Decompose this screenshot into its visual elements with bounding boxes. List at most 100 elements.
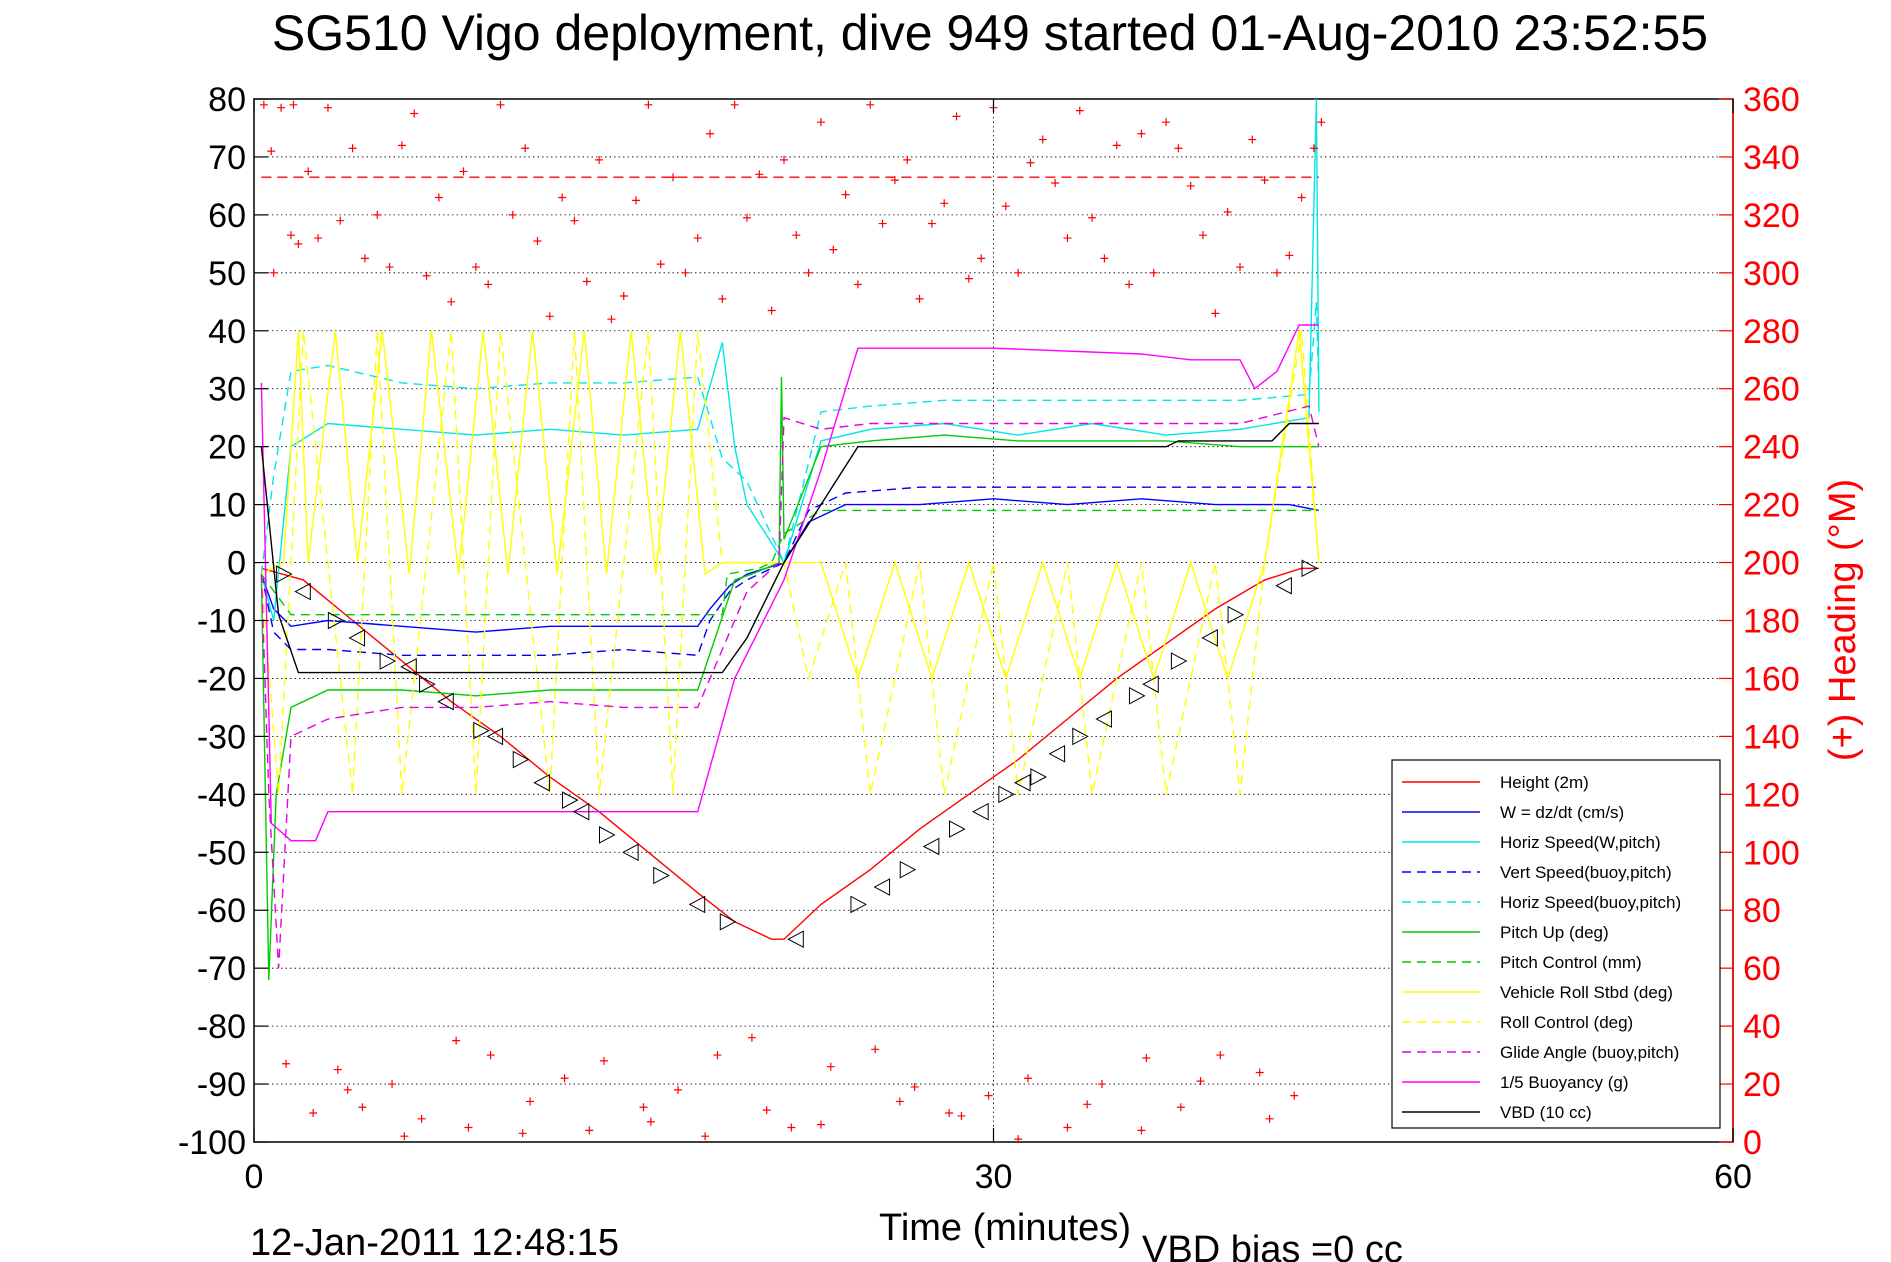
series-line-10 <box>260 324 1319 842</box>
heading-point <box>533 236 542 245</box>
ballast-marker <box>1227 605 1245 624</box>
heading-point <box>1051 179 1060 188</box>
heading-point <box>656 260 665 269</box>
heading-point <box>286 231 295 240</box>
right-tick-label: 20 <box>1743 1066 1781 1104</box>
legend-label-7: Vehicle Roll Stbd (deg) <box>1500 983 1673 1002</box>
heading-point <box>927 219 936 228</box>
right-tick-label: 40 <box>1743 1008 1781 1046</box>
left-tick-label: 80 <box>208 81 246 119</box>
heading-point <box>484 280 493 289</box>
heading-point <box>816 118 825 127</box>
heading-point <box>518 1129 527 1138</box>
heading-point <box>1285 251 1294 260</box>
heading-point <box>747 1033 756 1042</box>
heading-point <box>508 210 517 219</box>
legend-label-5: Pitch Up (deg) <box>1500 923 1609 942</box>
right-tick-label: 300 <box>1743 255 1800 293</box>
heading-point <box>282 1059 291 1068</box>
heading-point <box>452 1036 461 1045</box>
ballast-marker <box>473 721 490 740</box>
right-axis-ticks: 3603403203002802602402202001801601401201… <box>1719 81 1800 1162</box>
heading-point <box>585 1126 594 1135</box>
heading-point <box>644 100 653 109</box>
ballast-marker <box>348 629 366 647</box>
ballast-marker <box>512 750 530 769</box>
x-tick-label: 60 <box>1714 1158 1752 1196</box>
heading-point <box>1024 1074 1033 1083</box>
x-axis-label: Time (minutes) <box>879 1207 1131 1249</box>
heading-point <box>343 1085 352 1094</box>
right-tick-label: 180 <box>1743 603 1800 641</box>
left-tick-label: 0 <box>227 545 246 583</box>
heading-point <box>1186 181 1195 190</box>
legend-label-6: Pitch Control (mm) <box>1500 953 1642 972</box>
ballast-marker <box>327 611 345 630</box>
heading-point <box>1176 1103 1185 1112</box>
legend-label-8: Roll Control (deg) <box>1500 1013 1633 1032</box>
heading-point <box>422 271 431 280</box>
heading-point <box>743 213 751 222</box>
heading-point <box>1236 263 1244 272</box>
heading-point <box>718 294 727 303</box>
heading-point <box>496 100 505 109</box>
heading-point <box>358 1103 367 1112</box>
left-tick-label: -80 <box>197 1008 246 1046</box>
heading-point <box>895 1097 904 1106</box>
left-axis-ticks: 80 70 60 50 40 30 20 10 0 -10 -20 -30 -40 -50 -60 -70 -8… <box>178 81 268 1162</box>
heading-point <box>940 199 949 208</box>
heading-point <box>595 155 604 164</box>
heading-point <box>582 277 591 286</box>
ballast-marker <box>1142 675 1159 694</box>
heading-point <box>526 1097 535 1106</box>
ballast-marker <box>1201 629 1218 647</box>
heading-point <box>853 280 862 289</box>
heading-point <box>787 1123 796 1132</box>
legend-label-10: 1/5 Buoyancy (g) <box>1500 1073 1629 1092</box>
heading-point <box>1149 268 1158 277</box>
heading-point <box>779 155 788 164</box>
heading-point <box>632 196 641 205</box>
heading-point <box>1260 176 1269 185</box>
left-tick-label: 20 <box>208 429 246 467</box>
timestamp-label: 12-Jan-2011 12:48:15 <box>250 1222 619 1262</box>
heading-point <box>400 1132 409 1141</box>
heading-point <box>871 1045 880 1054</box>
ballast-marker <box>787 930 804 949</box>
heading-point <box>1038 135 1047 144</box>
ballast-marker <box>1301 559 1319 578</box>
heading-point <box>730 100 739 109</box>
ballast-marker <box>562 791 579 809</box>
series-line-11 <box>260 422 1319 674</box>
left-tick-label: -90 <box>197 1066 246 1104</box>
heading-point <box>673 1085 682 1094</box>
ballast-marker <box>719 912 737 931</box>
x-tick-label: 30 <box>975 1158 1013 1196</box>
ballast-marker <box>400 658 417 676</box>
heading-point <box>945 1109 954 1118</box>
left-tick-label: -50 <box>197 834 246 872</box>
ballast-marker <box>1072 727 1089 746</box>
heading-point <box>434 193 443 202</box>
heading-point <box>1014 268 1023 277</box>
heading-point <box>681 268 690 277</box>
heading-point <box>289 100 298 109</box>
ballast-marker <box>850 895 867 914</box>
left-tick-label: 50 <box>208 255 246 293</box>
vbd-bias-label: VBD bias =0 cc <box>1142 1229 1403 1262</box>
left-tick-label: 10 <box>208 487 246 525</box>
heading-point <box>304 167 313 176</box>
heading-point <box>1196 1077 1205 1086</box>
left-tick-label: 70 <box>208 139 246 177</box>
series-line-2 <box>260 98 1320 621</box>
right-tick-label: 320 <box>1743 197 1800 235</box>
heading-point <box>397 141 406 150</box>
ballast-marker <box>1170 652 1188 670</box>
heading-point <box>866 100 875 109</box>
heading-point <box>1290 1091 1299 1100</box>
heading-point <box>646 1117 655 1126</box>
left-tick-label: -30 <box>197 718 246 756</box>
left-tick-label: -100 <box>178 1124 246 1162</box>
heading-point <box>471 263 480 272</box>
ballast-marker <box>653 866 670 885</box>
